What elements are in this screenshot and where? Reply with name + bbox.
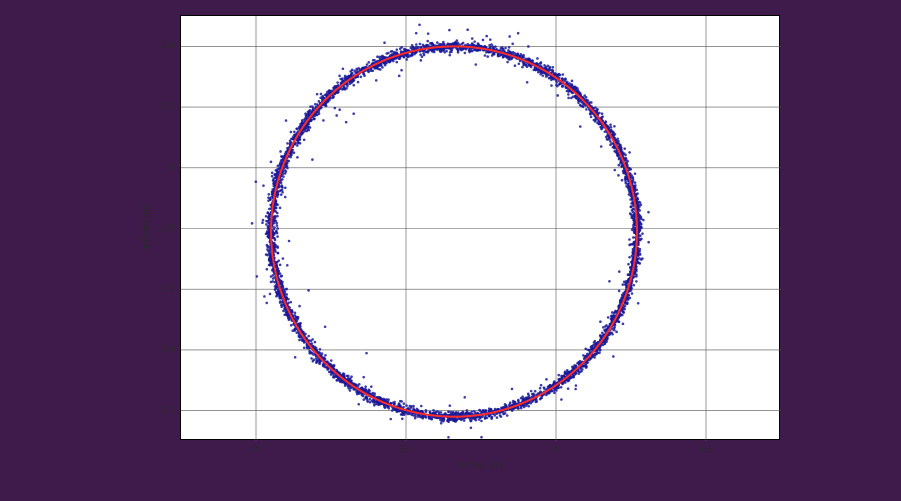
y-tick-label: 2.2 <box>161 101 174 111</box>
y-tick-label: 1.8 <box>161 223 174 233</box>
y-tick-label: 1.4 <box>161 344 174 354</box>
x-axis-label: relPosE [m] <box>457 460 504 470</box>
plot-area <box>180 15 780 440</box>
figure-background: relPosE [m] relPosN [m] 3 3.5 4 4.5 1.2 1.4 1.… <box>0 0 901 501</box>
y-tick-label: 2 <box>169 162 174 172</box>
y-tick-label: 1.6 <box>161 283 174 293</box>
plot-svg <box>181 16 781 441</box>
scatter-points <box>251 23 650 438</box>
y-tick-label: 1.2 <box>161 405 174 415</box>
x-tick-label: 3 <box>252 444 257 454</box>
x-tick-label: 4.5 <box>699 444 712 454</box>
x-tick-label: 4 <box>552 444 557 454</box>
y-tick-label: 2.4 <box>161 40 174 50</box>
y-axis-label: relPosN [m] <box>141 204 151 251</box>
x-tick-label: 3.5 <box>399 444 412 454</box>
